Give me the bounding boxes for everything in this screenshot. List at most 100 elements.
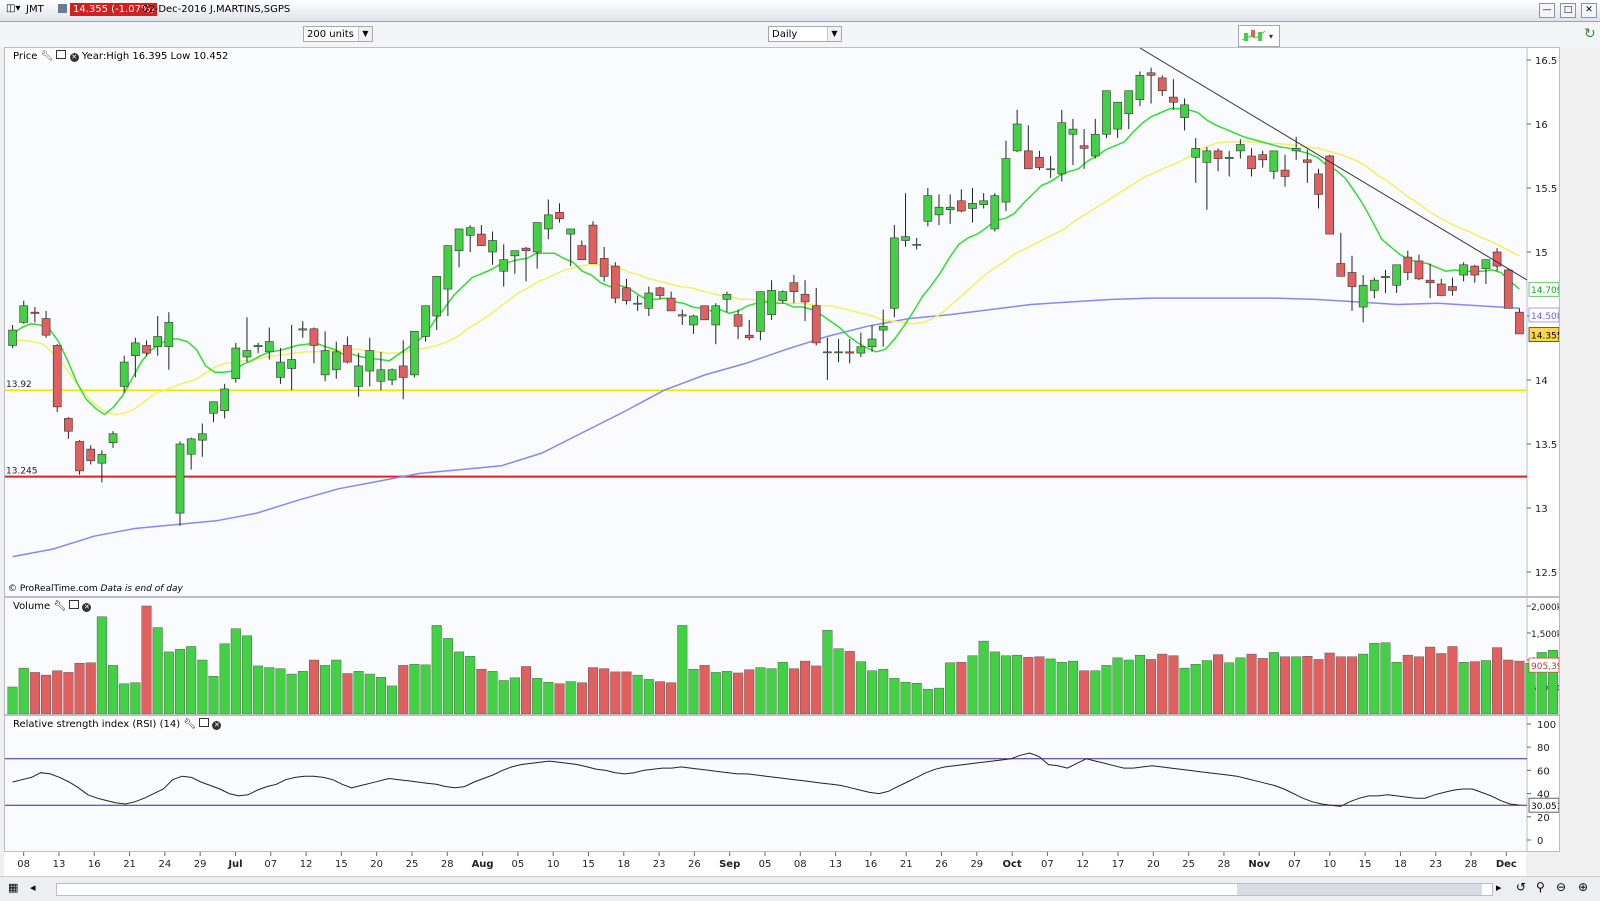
candle-body	[1414, 260, 1424, 280]
close-panel-icon[interactable]: ✕	[212, 721, 222, 730]
data-note: Data is end of day	[100, 584, 183, 594]
minimize-icon[interactable]: —	[1539, 3, 1555, 18]
x-tick-label: 12	[1076, 859, 1089, 870]
candle-body	[1381, 276, 1390, 278]
volume-bar	[889, 678, 900, 714]
candle-body	[1079, 145, 1089, 149]
x-tick-label: 18	[1394, 859, 1407, 870]
candle-body	[834, 351, 843, 354]
price-panel-label: Price	[13, 51, 38, 62]
candle-body	[811, 305, 821, 344]
zoom-in-icon[interactable]: ⊕	[1578, 880, 1589, 894]
ma-long-tag: 14.508	[1531, 312, 1559, 322]
period-select[interactable]: Daily ▼	[768, 26, 842, 42]
layout-icon[interactable]: ▦	[8, 881, 19, 894]
volume-bar	[1123, 659, 1134, 714]
volume-bar	[1201, 660, 1212, 714]
candle-body	[1347, 272, 1357, 287]
candle-body	[119, 361, 129, 387]
volume-bar	[1447, 646, 1458, 714]
wrench-icon[interactable]: 🔧︎	[183, 719, 196, 730]
volume-panel-header: Volume 🔧︎ ✕	[11, 600, 94, 612]
volume-bar	[666, 682, 677, 714]
close-panel-icon[interactable]: ✕	[82, 603, 92, 612]
ma-long-line	[12, 297, 1520, 558]
volume-bar	[1425, 646, 1436, 714]
volume-bar	[175, 649, 186, 714]
volume-bar	[1514, 660, 1525, 714]
volume-bar	[52, 670, 63, 714]
ma-fast-line	[12, 107, 1520, 416]
chart-menu-icon[interactable]: ◫▾	[6, 3, 21, 14]
volume-bar	[7, 686, 18, 714]
horizontal-scrollbar[interactable]	[56, 883, 1493, 896]
volume-bar	[297, 671, 308, 714]
candle-body	[521, 247, 531, 252]
close-icon[interactable]: ✕	[1581, 3, 1597, 18]
chart-style-button[interactable]: ▾	[1238, 25, 1280, 47]
candle-body	[1001, 158, 1011, 203]
volume-bar	[476, 668, 487, 714]
history-icon[interactable]: ↺	[1516, 880, 1527, 894]
volume-bar	[822, 630, 833, 714]
volume-bar	[375, 677, 386, 714]
candle-body	[1090, 133, 1100, 157]
volume-bar	[1012, 654, 1023, 714]
scrollbar-thumb[interactable]	[1237, 884, 1482, 895]
volume-bar	[1391, 661, 1402, 714]
candle-body	[655, 287, 665, 296]
candle-body	[789, 282, 799, 292]
close-panel-icon[interactable]: ✕	[69, 53, 79, 62]
volume-bar	[867, 670, 878, 714]
candle-body	[108, 433, 118, 444]
x-tick-label: 28	[1465, 859, 1478, 870]
x-tick-label: 15	[1359, 859, 1372, 870]
window-icon[interactable]	[199, 718, 210, 727]
candle-body	[677, 314, 687, 317]
x-tick-label: 21	[123, 859, 136, 870]
volume-bar	[465, 656, 476, 714]
candle-body	[599, 258, 609, 277]
volume-bar	[353, 671, 364, 714]
volume-bar	[654, 681, 665, 714]
chevron-down-icon[interactable]: ▼	[358, 27, 372, 41]
chevron-down-icon[interactable]: ▼	[827, 27, 841, 41]
price-y-tick-label: 13	[1535, 504, 1548, 515]
units-select[interactable]: 200 units ▼	[303, 26, 373, 42]
volume-bar	[1380, 642, 1391, 714]
volume-bar	[1369, 643, 1380, 714]
candle-body	[242, 350, 252, 358]
x-tick-label: Dec	[1496, 859, 1517, 870]
volume-bar	[576, 682, 587, 714]
x-tick-label: Aug	[472, 859, 494, 870]
wrench-icon[interactable]: 🔧︎	[40, 51, 54, 62]
volume-bar	[398, 665, 409, 714]
volume-bar	[978, 640, 989, 714]
wrench-icon[interactable]: 🔧︎	[53, 601, 67, 612]
x-tick-label: 28	[1218, 859, 1231, 870]
refresh-icon[interactable]: ↻	[1584, 26, 1596, 42]
candle-body	[1057, 122, 1067, 175]
scroll-end-icon[interactable]: ▸	[1496, 881, 1502, 894]
candle-body	[309, 328, 319, 346]
window-icon[interactable]	[69, 600, 80, 609]
zoom-out-icon[interactable]: ⊖	[1556, 880, 1567, 894]
candle-body	[276, 361, 285, 378]
candle-body	[1135, 75, 1145, 100]
candle-body	[320, 350, 330, 376]
scroll-start-icon[interactable]: ◂	[30, 881, 36, 894]
maximize-icon[interactable]: □	[1560, 3, 1576, 18]
x-tick-label: 25	[1182, 859, 1195, 870]
zoom-fit-icon[interactable]: ⚲	[1536, 880, 1545, 894]
volume-bar	[96, 616, 107, 714]
window-icon[interactable]	[56, 50, 67, 59]
volume-bar	[1492, 647, 1503, 714]
candle-body	[1046, 168, 1055, 171]
candle-body	[64, 418, 73, 432]
volume-bar	[1179, 667, 1190, 714]
candle-body	[1012, 123, 1022, 152]
candle-body	[1124, 90, 1134, 115]
rsi-panel-label: Relative strength index (RSI) (14)	[13, 719, 181, 730]
candle-body	[577, 245, 587, 260]
